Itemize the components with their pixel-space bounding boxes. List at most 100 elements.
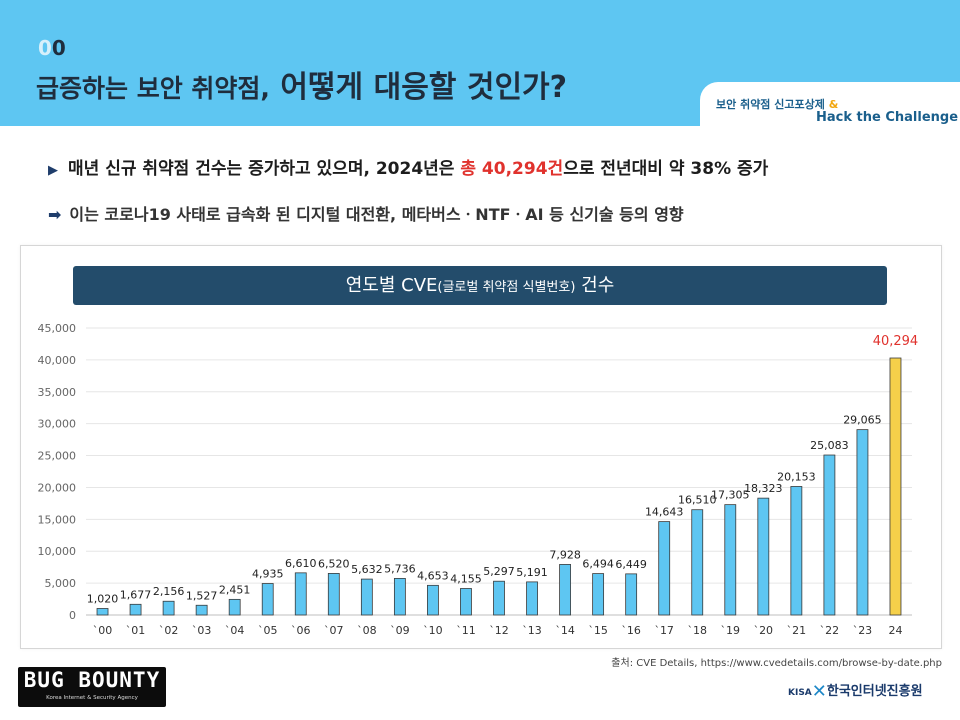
bar <box>724 504 737 616</box>
data-label: 5,736 <box>384 562 416 575</box>
x-tick-label: `02 <box>159 624 179 637</box>
y-tick-label: 35,000 <box>38 386 77 399</box>
x-tick-label: `13 <box>522 624 542 637</box>
y-tick-label: 45,000 <box>38 322 77 335</box>
y-tick-label: 15,000 <box>38 513 77 526</box>
bar <box>856 429 869 616</box>
bar <box>493 580 505 616</box>
data-label: 7,928 <box>549 548 581 561</box>
y-tick-label: 20,000 <box>38 481 77 494</box>
y-tick-label: 30,000 <box>38 418 77 431</box>
x-tick-label: `05 <box>258 624 278 637</box>
x-tick-label: `16 <box>621 624 641 637</box>
x-tick-label: `21 <box>787 624 807 637</box>
data-label: 2,451 <box>219 583 251 596</box>
bar <box>790 486 803 616</box>
x-tick-label: `09 <box>390 624 410 637</box>
bar <box>757 497 770 616</box>
y-tick-label: 25,000 <box>38 450 77 463</box>
slide-number: 00 <box>38 36 66 60</box>
bar <box>96 608 109 616</box>
data-label: 1,677 <box>120 588 152 601</box>
slide-number-dim: 0 <box>38 36 52 60</box>
x-tick-label: `19 <box>721 624 741 637</box>
bar <box>658 521 671 616</box>
data-label: 17,305 <box>711 489 750 502</box>
bug-bounty-logo: BUG BOUNTY Korea Internet & Security Age… <box>18 667 166 707</box>
data-label: 40,294 <box>873 334 919 349</box>
data-label: 6,520 <box>318 557 350 570</box>
bug-bounty-logo-text: BUG BOUNTY <box>23 668 161 692</box>
page-title: 급증하는 보안 취약점, 어떻게 대응할 것인가? <box>36 62 567 106</box>
program-tab-line2: Hack the Challenge <box>816 110 959 125</box>
page-title-part2: 어떻게 대응할 것인가? <box>269 70 568 105</box>
data-label: 6,494 <box>582 558 614 571</box>
bar <box>228 598 241 616</box>
bar <box>129 603 142 616</box>
data-label: 6,449 <box>615 558 647 571</box>
bar <box>427 584 439 616</box>
x-tick-label: `14 <box>555 624 575 637</box>
bar <box>823 454 836 616</box>
data-label: 4,653 <box>417 569 449 582</box>
arrow-bullet-icon: ➡ <box>48 205 62 224</box>
data-label: 5,191 <box>516 566 548 579</box>
data-label: 2,156 <box>153 585 185 598</box>
data-label: 20,153 <box>777 470 816 483</box>
data-label: 14,643 <box>645 506 684 519</box>
data-label: 16,510 <box>678 494 717 507</box>
bar <box>526 581 538 616</box>
x-tick-label: `06 <box>291 624 311 637</box>
program-tab-name: 보안 취약점 신고포상제 <box>716 98 825 111</box>
chart-card <box>20 245 942 649</box>
y-tick-label: 10,000 <box>38 545 77 558</box>
chart-title-suffix: 건수 <box>575 275 615 296</box>
x-tick-label: `10 <box>423 624 443 637</box>
bar <box>327 573 340 616</box>
kisa-x-icon: ✕ <box>811 681 827 702</box>
data-label: 1,020 <box>87 592 119 605</box>
slide-number-main: 0 <box>51 36 66 60</box>
bar <box>294 572 307 616</box>
bullet-2: ➡ 이는 코로나19 사태로 급속화 된 디지털 대전환, 메타버스ㆍNTFㆍAI… <box>48 201 684 225</box>
program-tab-amp: & <box>824 98 839 111</box>
x-tick-label: `08 <box>357 624 377 637</box>
x-tick-label: `17 <box>654 624 674 637</box>
source-note: 출처: CVE Details, https://www.cvedetails.… <box>611 658 942 669</box>
bar <box>393 578 406 616</box>
data-label: 29,065 <box>843 414 882 427</box>
x-tick-label: `00 <box>93 624 113 637</box>
x-tick-label: `11 <box>456 624 476 637</box>
triangle-bullet-icon: ▶ <box>48 163 58 178</box>
bar <box>625 573 638 616</box>
x-tick-label: `07 <box>324 624 344 637</box>
x-tick-label: `22 <box>820 624 840 637</box>
data-label: 25,083 <box>810 439 849 452</box>
program-tab-line1: 보안 취약점 신고포상제 & <box>716 96 838 112</box>
data-label: 5,632 <box>351 563 383 576</box>
data-label: 6,610 <box>285 557 317 570</box>
x-tick-label: `01 <box>126 624 146 637</box>
bullet-2-text: 이는 코로나19 사태로 급속화 된 디지털 대전환, 메타버스ㆍNTFㆍAI … <box>69 205 684 224</box>
bar <box>162 600 175 616</box>
kisa-logo: KISA✕한국인터넷진흥원 <box>788 680 923 702</box>
bullet-1-highlight: 총 40,294건 <box>460 159 564 179</box>
y-tick-label: 0 <box>69 609 76 622</box>
data-label: 4,155 <box>450 573 482 586</box>
x-tick-label: `04 <box>225 624 245 637</box>
bar <box>691 509 704 616</box>
data-label: 5,297 <box>483 565 515 578</box>
bar <box>559 564 571 616</box>
bar <box>195 604 208 616</box>
bullet-1-pre: 매년 신규 취약점 건수는 증가하고 있으며, 2024년은 <box>68 159 461 179</box>
x-tick-label: `15 <box>588 624 608 637</box>
x-tick-label: 24 <box>888 624 902 637</box>
y-tick-label: 40,000 <box>38 354 77 367</box>
bar <box>460 588 472 616</box>
data-label: 4,935 <box>252 568 284 581</box>
chart-title: 연도별 CVE(글로벌 취약점 식별번호) 건수 <box>73 266 887 305</box>
bug-bounty-logo-sub: Korea Internet & Security Agency <box>46 695 138 701</box>
bar <box>889 357 902 616</box>
chart-title-main: 연도별 CVE <box>345 275 438 296</box>
bullet-1-post: 으로 전년대비 약 38% 증가 <box>563 159 769 179</box>
